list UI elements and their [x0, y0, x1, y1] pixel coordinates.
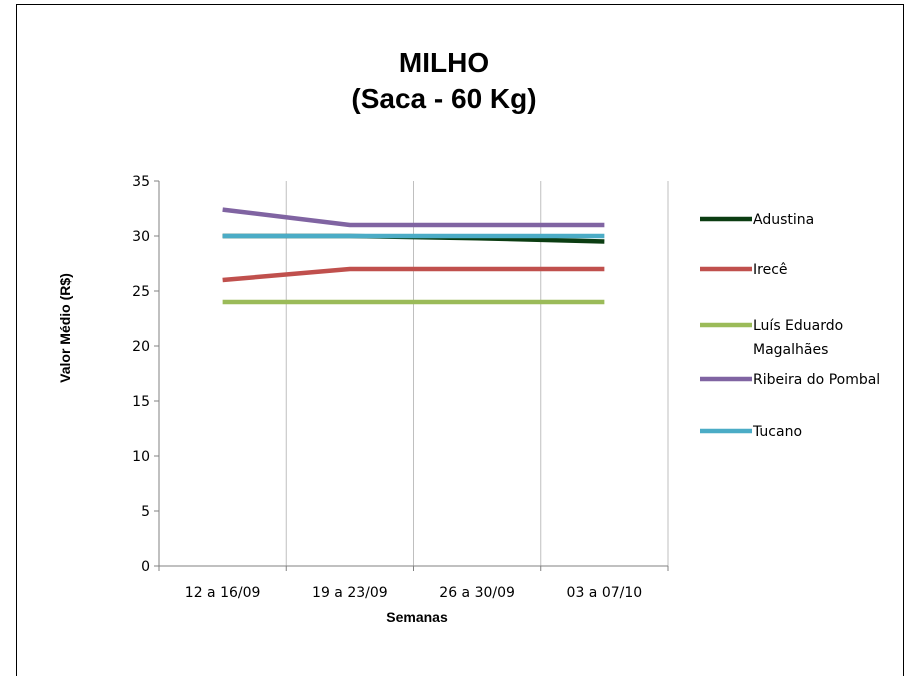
series-line-ribeira-do-pombal [222, 207, 605, 228]
y-tick-label: 5 [141, 504, 150, 520]
axes: 0 5 10 15 20 25 30 35 12 a 16/09 19 a 23/09 26 a 3… [132, 174, 669, 601]
chart-title-line-1: MILHO [399, 47, 489, 78]
x-tick-label: 19 a 23/09 [312, 585, 388, 601]
grid [285, 181, 669, 566]
chart-title: MILHO (Saca - 60 Kg) [351, 47, 536, 114]
x-axis-title: Semanas [386, 609, 448, 625]
y-tick-label: 25 [132, 284, 150, 300]
legend-label: Ribeira do Pombal [753, 372, 880, 388]
y-axis-title: Valor Médio (R$) [57, 273, 73, 383]
series-line-irec- [222, 266, 605, 283]
legend-label: Luís Eduardo Magalhães [753, 318, 843, 358]
y-tick-label: 35 [132, 174, 150, 190]
legend-label: Adustina [753, 212, 814, 228]
x-tick-label: 26 a 30/09 [439, 585, 515, 601]
x-tick-label: 03 a 07/10 [567, 585, 643, 601]
legend-label: Irecê [753, 262, 788, 278]
y-tick-label: 15 [132, 394, 150, 410]
chart-frame [16, 4, 904, 676]
chart-title-line-2: (Saca - 60 Kg) [351, 83, 536, 114]
y-tick-label: 20 [132, 339, 150, 355]
series-lines [222, 207, 605, 305]
legend: Adustina Irecê Luís Eduardo Magalhães Ribeir… [700, 212, 880, 440]
y-tick-label: 0 [141, 559, 150, 575]
x-tick-label: 12 a 16/09 [185, 585, 261, 601]
legend-label: Tucano [752, 424, 802, 440]
y-tick-label: 10 [132, 449, 150, 465]
y-tick-label: 30 [132, 229, 150, 245]
